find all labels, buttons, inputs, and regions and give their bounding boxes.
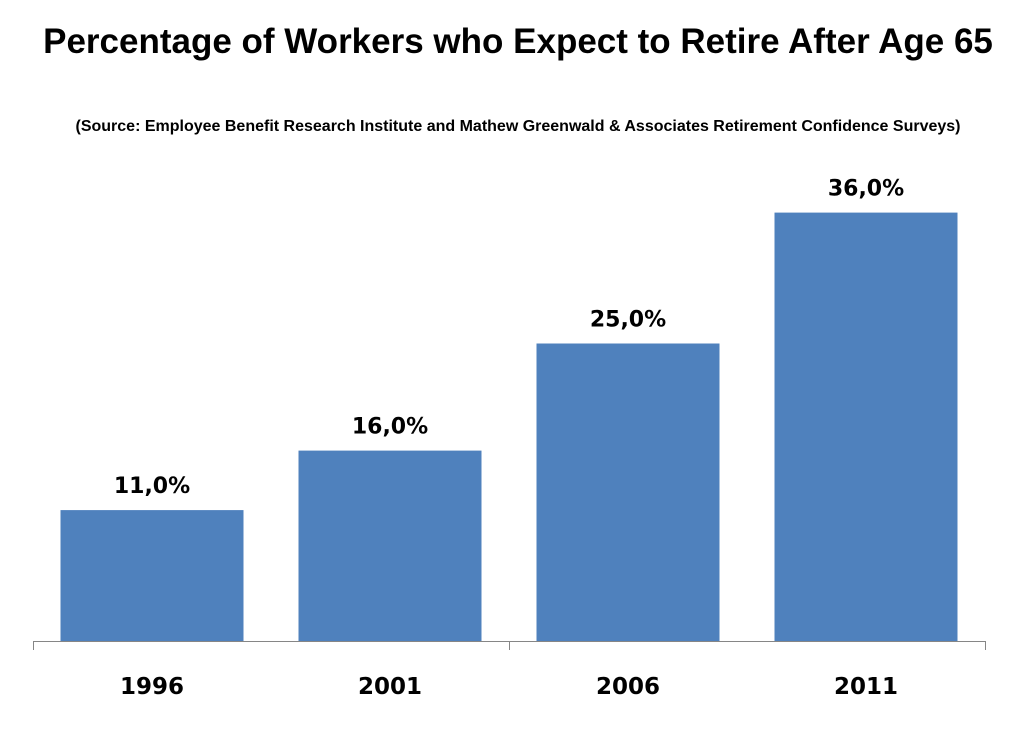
- bar-2006: [536, 343, 720, 641]
- x-tick-label-2006: 2006: [596, 674, 660, 700]
- x-axis: 1996 2001 2006 2011: [33, 641, 986, 700]
- data-label-2001: 16,0%: [352, 415, 428, 440]
- data-label-1996: 11,0%: [114, 474, 190, 499]
- bar-2011: [774, 212, 958, 641]
- data-labels-layer: 11,0% 16,0% 25,0% 36,0%: [114, 177, 904, 500]
- bar-2001: [298, 450, 482, 641]
- chart-subtitle: (Source: Employee Benefit Research Insti…: [75, 118, 961, 135]
- x-tick-label-2001: 2001: [358, 674, 422, 700]
- x-tick-label-2011: 2011: [834, 674, 898, 700]
- bar-1996: [60, 510, 244, 641]
- data-label-2006: 25,0%: [590, 308, 666, 333]
- chart-title: Percentage of Workers who Expect to Reti…: [43, 22, 993, 61]
- data-label-2011: 36,0%: [828, 177, 904, 202]
- bars-layer: [60, 212, 958, 641]
- x-tick-label-1996: 1996: [120, 674, 184, 700]
